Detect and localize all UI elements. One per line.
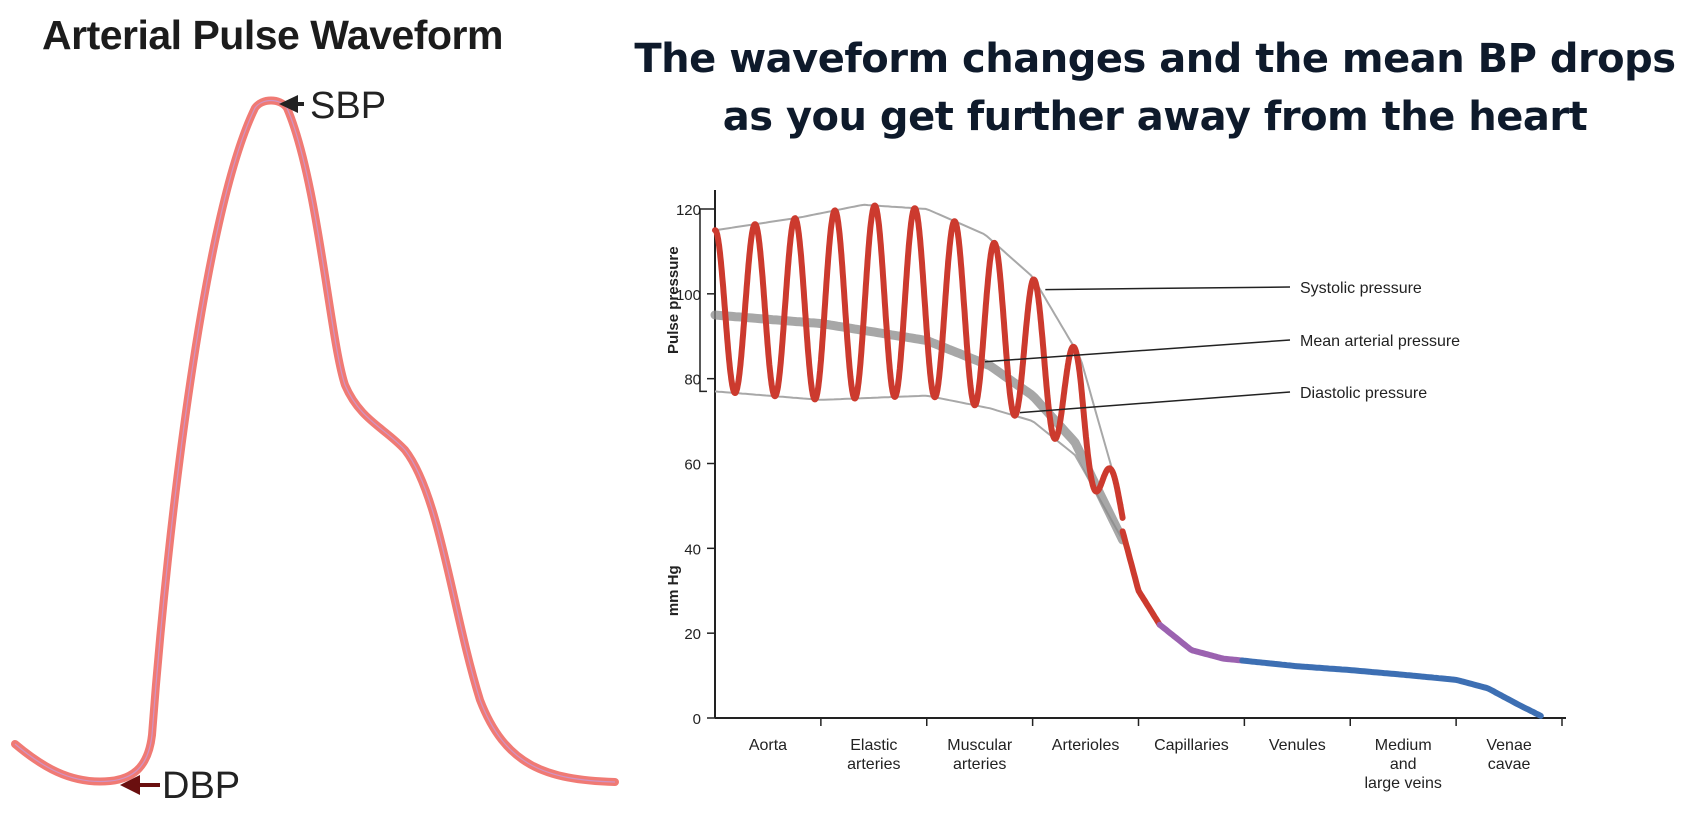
x-category-label: arteries (953, 756, 1006, 773)
annotation-leader (1019, 391, 1291, 414)
pulse-pressure-bracket (699, 208, 707, 393)
x-category-label: Medium (1375, 737, 1432, 754)
main-title-line-1: The waveform changes and the mean BP dro… (634, 36, 1676, 82)
chart-wave (712, 202, 1544, 719)
annotation-leader (984, 339, 1291, 363)
chart-axes: 0 20 40 60 80 100 120 Aorta Elastic arteries Muscu… (665, 190, 1566, 792)
left-panel-title: Arterial Pulse Waveform (42, 12, 503, 58)
dbp-label: DBP (162, 765, 240, 807)
x-category-label: Muscular (947, 737, 1013, 754)
x-category-label: cavae (1488, 756, 1531, 773)
pulse-pressure-label: Pulse pressure (665, 246, 682, 354)
y-tick-label: 20 (684, 626, 701, 643)
y-tick-label: 40 (684, 541, 701, 558)
annotation-label: Diastolic pressure (1300, 385, 1427, 402)
sbp-arrow (279, 95, 304, 113)
x-category-label: large veins (1365, 775, 1442, 792)
x-category-label: Venules (1269, 737, 1326, 754)
main-title: The waveform changes and the mean BP dro… (610, 30, 1700, 146)
chart-labels: Systolic pressure Mean arterial pressure D… (984, 280, 1460, 414)
sbp-label: SBP (310, 85, 386, 127)
annotation-label: Mean arterial pressure (1300, 333, 1460, 350)
y-tick-label: 0 (693, 711, 701, 728)
y-axis-label: mm Hg (665, 565, 682, 616)
x-category-label: Venae (1486, 737, 1531, 754)
y-tick-label: 100 (676, 287, 701, 304)
x-category-label: Elastic (850, 737, 897, 754)
y-tick-label: 60 (684, 457, 701, 474)
systolic-envelope (714, 203, 1124, 507)
x-category-label: Aorta (749, 737, 787, 754)
x-category-label: Capillaries (1154, 737, 1229, 754)
dbp-arrow (120, 775, 160, 795)
main-title-line-2: as you get further away from the heart (722, 94, 1588, 140)
pulse-waveform-highlight (14, 99, 616, 783)
y-tick-label: 120 (676, 202, 701, 219)
annotation-leader (1045, 286, 1291, 291)
x-category-label: and (1390, 756, 1417, 773)
x-category-label: Arterioles (1052, 737, 1120, 754)
capillary-segment (1156, 621, 1246, 664)
pulse-waveform-figure: SBP DBP (11, 85, 619, 807)
venous-segment (1239, 657, 1544, 719)
x-category-label: arteries (847, 756, 900, 773)
annotation-label: Systolic pressure (1300, 280, 1422, 297)
y-tick-label: 80 (684, 372, 701, 389)
arteriole-to-capillary-segment (1119, 528, 1163, 628)
arterial-pressure-wave (712, 202, 1126, 521)
